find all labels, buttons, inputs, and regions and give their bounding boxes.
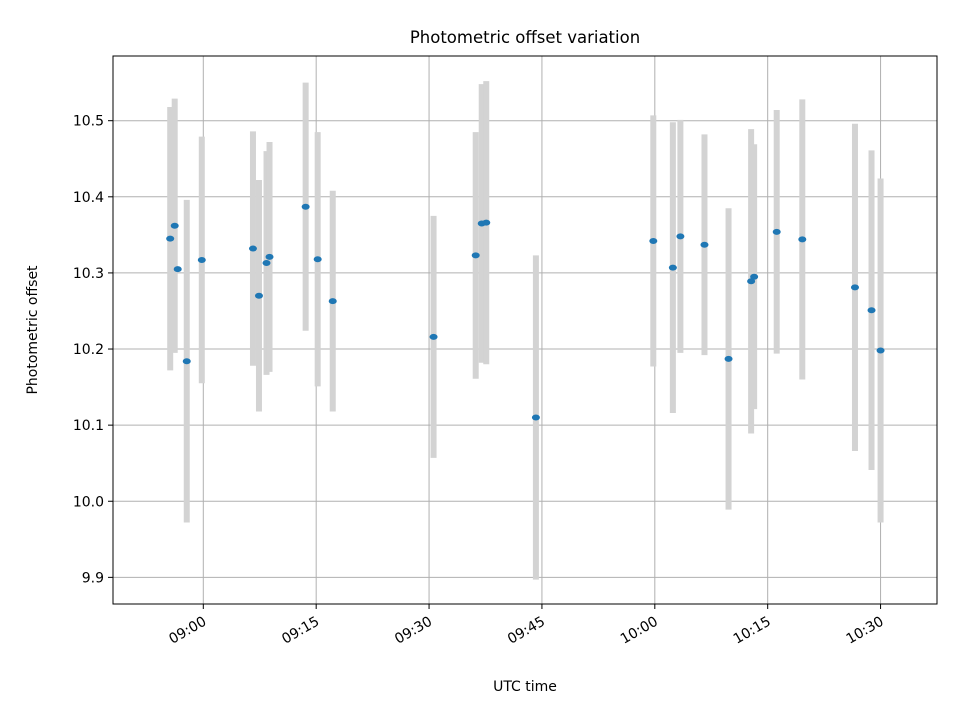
data-point (173, 266, 182, 273)
y-tick-label: 10.1 (73, 418, 104, 434)
data-point (750, 273, 759, 280)
plot-frame (112, 55, 938, 605)
data-point (254, 292, 263, 299)
marker-layer (166, 203, 885, 421)
data-point (850, 284, 859, 291)
data-point (265, 253, 274, 260)
y-axis-label: Photometric offset (25, 265, 41, 395)
data-point (747, 278, 756, 285)
plot-area (113, 56, 937, 604)
data-point (798, 236, 807, 243)
data-point (482, 219, 491, 226)
data-point (700, 241, 709, 248)
y-tick-label: 10.3 (73, 266, 104, 282)
data-point (248, 245, 257, 252)
y-tick-label: 10.2 (73, 342, 104, 358)
data-point (668, 264, 677, 271)
data-point (724, 355, 733, 362)
y-axis: 9.9 10.0 10.1 10.2 10.3 10.4 10.5 (73, 114, 113, 586)
data-point (301, 203, 310, 210)
data-point (867, 307, 876, 314)
chart-title: Photometric offset variation (410, 28, 640, 47)
x-axis-label: UTC time (493, 679, 557, 695)
y-tick-label: 10.4 (73, 190, 104, 206)
data-point (676, 233, 685, 240)
data-point (649, 237, 658, 244)
data-point (170, 222, 179, 229)
data-point (262, 260, 271, 267)
data-point (313, 256, 322, 263)
y-tick-label: 10.0 (73, 494, 104, 510)
y-tick-label: 9.9 (82, 570, 104, 586)
data-point (429, 333, 438, 340)
data-point (197, 256, 206, 263)
data-point (182, 358, 191, 365)
data-point (772, 228, 781, 235)
data-point (876, 347, 885, 354)
y-tick-label: 10.5 (73, 114, 104, 130)
data-point (471, 252, 480, 259)
data-point (166, 235, 175, 242)
data-point (531, 414, 540, 421)
data-point (328, 298, 337, 305)
